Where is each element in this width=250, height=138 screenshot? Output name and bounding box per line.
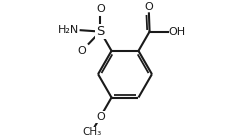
Text: O: O [96,112,105,122]
Text: OH: OH [168,27,186,37]
Text: CH₃: CH₃ [82,127,101,137]
Text: O: O [96,4,105,14]
Text: H₂N: H₂N [58,26,80,35]
Text: S: S [96,25,104,38]
Text: O: O [144,2,153,12]
Text: O: O [78,46,86,56]
